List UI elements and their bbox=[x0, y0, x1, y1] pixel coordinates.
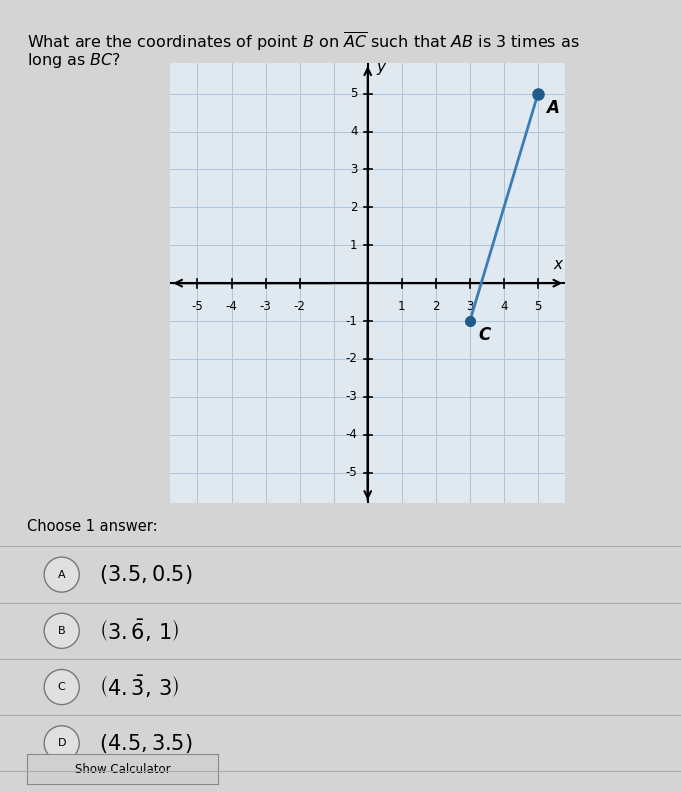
Text: -2: -2 bbox=[294, 300, 306, 313]
Text: Show Calculator: Show Calculator bbox=[75, 763, 170, 775]
Text: Choose 1 answer:: Choose 1 answer: bbox=[27, 519, 158, 534]
Text: 5: 5 bbox=[350, 87, 358, 100]
Text: D: D bbox=[57, 738, 66, 748]
Text: -4: -4 bbox=[346, 428, 358, 441]
Text: $\left(4.\bar{3},\,3\right)$: $\left(4.\bar{3},\,3\right)$ bbox=[99, 674, 180, 700]
Text: 2: 2 bbox=[432, 300, 440, 313]
Text: 4: 4 bbox=[350, 125, 358, 138]
Ellipse shape bbox=[44, 669, 79, 705]
Text: long as $BC$?: long as $BC$? bbox=[27, 51, 121, 70]
Text: C: C bbox=[58, 682, 65, 692]
Text: 1: 1 bbox=[350, 238, 358, 252]
Ellipse shape bbox=[44, 725, 79, 761]
Text: 4: 4 bbox=[500, 300, 508, 313]
Text: What are the coordinates of point $B$ on $\overline{AC}$ such that $AB$ is 3 tim: What are the coordinates of point $B$ on… bbox=[27, 30, 580, 53]
Text: -5: -5 bbox=[346, 466, 358, 479]
Text: -4: -4 bbox=[225, 300, 238, 313]
Text: $x$: $x$ bbox=[553, 257, 564, 272]
Text: -2: -2 bbox=[346, 352, 358, 365]
Ellipse shape bbox=[44, 613, 79, 649]
Text: $(4.5, 3.5)$: $(4.5, 3.5)$ bbox=[99, 732, 193, 755]
Text: A: A bbox=[58, 569, 65, 580]
Text: A: A bbox=[546, 99, 559, 116]
Text: $(3.5, 0.5)$: $(3.5, 0.5)$ bbox=[99, 563, 193, 586]
Text: 3: 3 bbox=[466, 300, 473, 313]
Text: 5: 5 bbox=[535, 300, 541, 313]
Text: B: B bbox=[58, 626, 65, 636]
Text: -5: -5 bbox=[191, 300, 204, 313]
Text: -1: -1 bbox=[346, 314, 358, 328]
Text: 2: 2 bbox=[350, 201, 358, 214]
Text: -3: -3 bbox=[259, 300, 272, 313]
Ellipse shape bbox=[44, 557, 79, 592]
Text: 1: 1 bbox=[398, 300, 406, 313]
Text: $\left(3.\bar{6},\,1\right)$: $\left(3.\bar{6},\,1\right)$ bbox=[99, 618, 180, 644]
Text: -3: -3 bbox=[346, 390, 358, 403]
Text: C: C bbox=[478, 326, 490, 344]
Text: $y$: $y$ bbox=[375, 61, 387, 77]
Text: 3: 3 bbox=[350, 163, 358, 176]
